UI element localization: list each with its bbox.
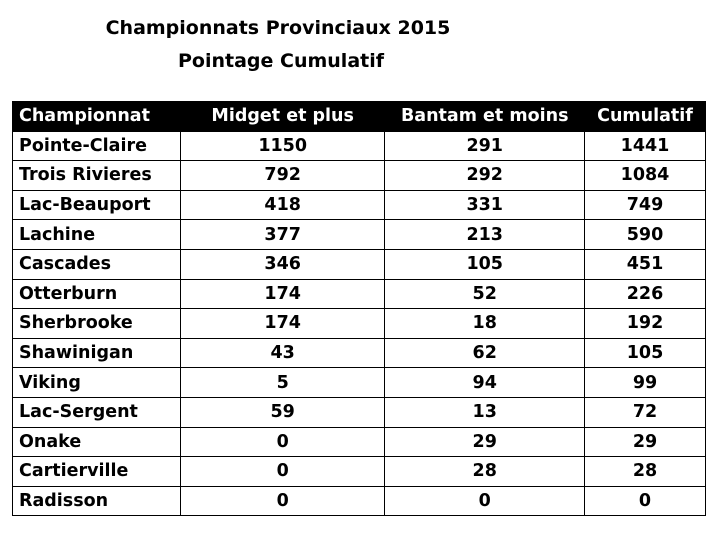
score-cell: 105 — [384, 248, 586, 280]
score-cell: 0 — [584, 485, 706, 517]
title: Championnats Provinciaux 2015 — [105, 17, 451, 39]
score-cell: 174 — [179, 308, 386, 339]
table-row: Cascades 346 105 451 — [12, 248, 706, 280]
score-cell: 94 — [384, 367, 586, 398]
score-cell: 377 — [179, 219, 386, 250]
score-cell: 174 — [179, 278, 386, 310]
team-name: Onake — [12, 426, 181, 458]
header-row: Championnat Midget et plus Bantam et moins… — [12, 101, 706, 132]
score-cell: 346 — [179, 248, 386, 280]
table-row: Lachine 377 213 590 — [12, 219, 706, 250]
table-row: Trois Rivieres 792 292 1084 — [12, 160, 706, 191]
team-name: Trois Rivieres — [12, 160, 181, 191]
table-row: Radisson 0 0 0 — [12, 485, 706, 517]
team-name: Pointe-Claire — [12, 130, 181, 162]
score-cell: 0 — [179, 456, 386, 487]
score-cell: 291 — [384, 130, 586, 162]
table-row: Viking 5 94 99 — [12, 367, 706, 398]
table-row: Cartierville 0 28 28 — [12, 456, 706, 487]
score-cell: 0 — [179, 485, 386, 517]
score-cell: 0 — [179, 426, 386, 458]
table-row: Sherbrooke 174 18 192 — [12, 308, 706, 339]
column-header: Cumulatif — [584, 101, 706, 132]
score-cell: 226 — [584, 278, 706, 310]
table-body: Pointe-Claire 1150 291 1441 Trois Rivieres 79… — [12, 130, 706, 517]
team-name: Cartierville — [12, 456, 181, 487]
team-name: Lac-Beauport — [12, 189, 181, 221]
team-name: Sherbrooke — [12, 308, 181, 339]
score-cell: 5 — [179, 367, 386, 398]
column-header: Midget et plus — [179, 101, 386, 132]
score-cell: 331 — [384, 189, 586, 221]
score-cell: 29 — [384, 426, 586, 458]
team-name: Otterburn — [12, 278, 181, 310]
table-row: Lac-Sergent 59 13 72 — [12, 396, 706, 428]
score-cell: 72 — [584, 396, 706, 428]
score-cell: 590 — [584, 219, 706, 250]
team-name: Cascades — [12, 248, 181, 280]
subtitle: Pointage Cumulatif — [177, 50, 384, 72]
table-row: Pointe-Claire 1150 291 1441 — [12, 130, 706, 162]
score-cell: 1150 — [179, 130, 386, 162]
score-table: Championnat Midget et plus Bantam et moins… — [12, 101, 706, 517]
score-cell: 52 — [384, 278, 586, 310]
score-cell: 59 — [179, 396, 386, 428]
score-cell: 451 — [584, 248, 706, 280]
score-cell: 192 — [584, 308, 706, 339]
score-cell: 418 — [179, 189, 386, 221]
team-name: Viking — [12, 367, 181, 398]
table-row: Lac-Beauport 418 331 749 — [12, 189, 706, 221]
team-name: Lac-Sergent — [12, 396, 181, 428]
table-row: Otterburn 174 52 226 — [12, 278, 706, 310]
team-name: Radisson — [12, 485, 181, 517]
team-name: Shawinigan — [12, 337, 181, 369]
column-header: Championnat — [12, 101, 181, 132]
score-cell: 292 — [384, 160, 586, 191]
table-row: Onake 0 29 29 — [12, 426, 706, 458]
score-cell: 213 — [384, 219, 586, 250]
table-row: Shawinigan 43 62 105 — [12, 337, 706, 369]
team-name: Lachine — [12, 219, 181, 250]
score-cell: 792 — [179, 160, 386, 191]
score-cell: 99 — [584, 367, 706, 398]
column-header: Bantam et moins — [384, 101, 586, 132]
score-cell: 18 — [384, 308, 586, 339]
score-cell: 105 — [584, 337, 706, 369]
score-cell: 749 — [584, 189, 706, 221]
score-cell: 0 — [384, 485, 586, 517]
score-cell: 62 — [384, 337, 586, 369]
score-cell: 43 — [179, 337, 386, 369]
score-cell: 13 — [384, 396, 586, 428]
score-cell: 1084 — [584, 160, 706, 191]
score-cell: 29 — [584, 426, 706, 458]
score-cell: 1441 — [584, 130, 706, 162]
score-cell: 28 — [384, 456, 586, 487]
score-cell: 28 — [584, 456, 706, 487]
